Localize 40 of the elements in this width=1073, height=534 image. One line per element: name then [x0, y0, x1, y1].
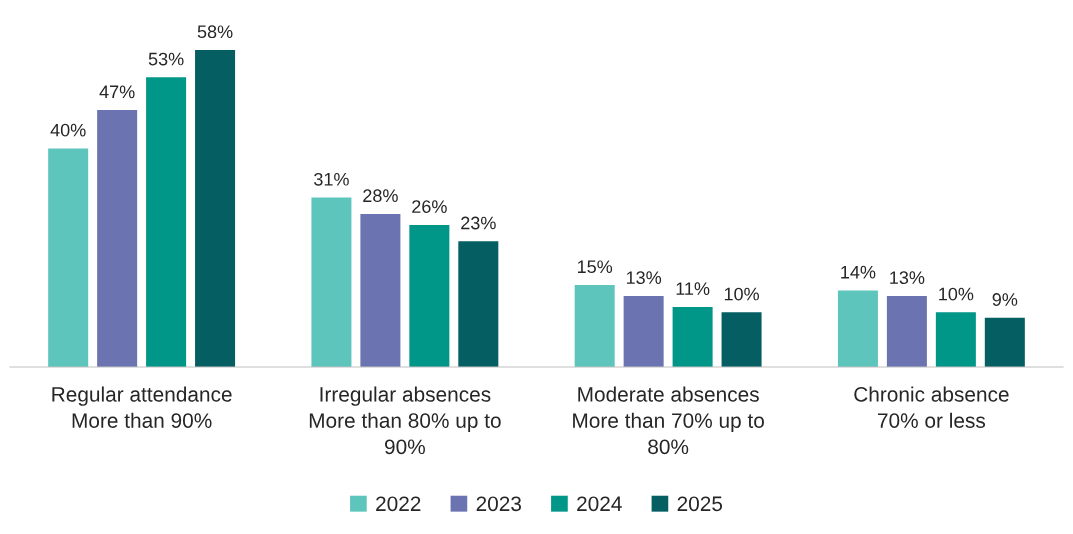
x-tick-label: Regular attendance More than 90% [52, 386, 232, 428]
bar [409, 224, 450, 367]
legend-label: 2025 [677, 496, 723, 512]
data-label: 53% [148, 52, 184, 66]
bar [458, 241, 499, 367]
data-label: 26% [412, 200, 447, 213]
bar [984, 317, 1025, 367]
legend-label: 2024 [577, 496, 622, 512]
data-label: 15% [577, 260, 613, 274]
x-tick-label: Chronic absence 70% or less [854, 386, 1009, 428]
legend-label: 2023 [476, 496, 522, 512]
data-label: 13% [626, 271, 662, 285]
bar [935, 312, 976, 367]
data-label: 11% [676, 282, 710, 295]
legend-label: 2022 [376, 496, 421, 512]
bar [311, 197, 352, 367]
bar [886, 295, 927, 367]
bar [623, 295, 664, 367]
data-label: 31% [314, 172, 349, 186]
bar [574, 285, 615, 367]
x-tick-label: Moderate absences More than 70% up to 80% [573, 386, 764, 455]
data-label: 10% [939, 287, 974, 301]
data-label: 13% [890, 271, 925, 285]
data-label: 58% [197, 25, 233, 39]
data-label: 40% [50, 123, 86, 137]
bar [360, 213, 401, 367]
bar [195, 50, 236, 367]
bar [837, 290, 878, 367]
bar [48, 148, 89, 367]
x-tick-label: Irregular absences More than 80% up to 90% [309, 386, 501, 455]
data-label: 10% [724, 287, 759, 301]
data-label: 14% [841, 265, 876, 279]
bar [721, 312, 762, 367]
bar [146, 77, 187, 367]
bar [97, 110, 138, 367]
data-label: 9% [992, 293, 1018, 306]
data-label: 28% [363, 189, 398, 203]
data-label: 47% [99, 85, 135, 99]
data-label: 23% [461, 216, 496, 230]
bar [672, 306, 713, 367]
